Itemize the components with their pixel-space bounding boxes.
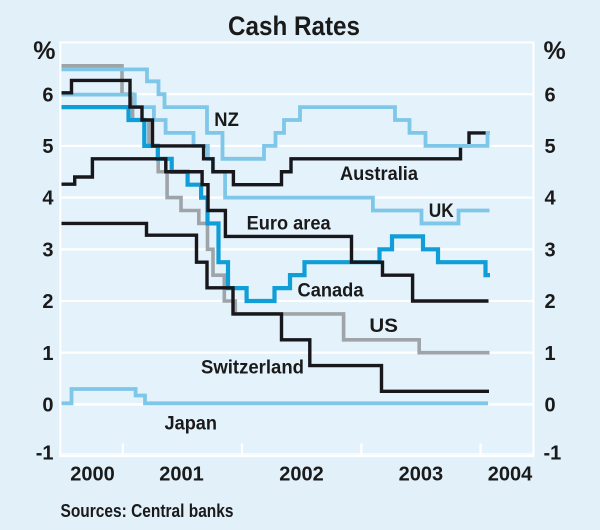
svg-text:2: 2: [545, 291, 556, 313]
svg-text:US: US: [369, 315, 398, 337]
svg-text:Switzerland: Switzerland: [201, 357, 304, 379]
svg-text:NZ: NZ: [214, 109, 239, 131]
svg-text:UK: UK: [429, 200, 454, 222]
svg-text:5: 5: [42, 136, 53, 158]
svg-text:0: 0: [42, 394, 53, 416]
svg-text:5: 5: [545, 136, 556, 158]
svg-text:3: 3: [42, 239, 53, 261]
svg-text:0: 0: [545, 394, 556, 416]
svg-text:-1: -1: [544, 443, 562, 465]
svg-text:1: 1: [545, 343, 556, 365]
svg-text:Sources: Central banks: Sources: Central banks: [61, 500, 234, 521]
svg-text:4: 4: [42, 188, 54, 210]
svg-text:2: 2: [42, 291, 53, 313]
svg-text:2004: 2004: [488, 464, 533, 486]
svg-text:2003: 2003: [399, 464, 444, 486]
svg-text:Cash Rates: Cash Rates: [228, 11, 360, 41]
svg-text:-1: -1: [36, 443, 54, 465]
svg-text:%: %: [33, 37, 55, 65]
svg-text:Canada: Canada: [298, 279, 364, 301]
svg-text:3: 3: [545, 239, 556, 261]
svg-text:2002: 2002: [279, 464, 324, 486]
svg-text:2001: 2001: [159, 464, 204, 486]
svg-text:1: 1: [42, 343, 53, 365]
svg-text:4: 4: [545, 188, 557, 210]
svg-text:2000: 2000: [70, 464, 115, 486]
svg-text:6: 6: [545, 84, 556, 106]
svg-text:Euro area: Euro area: [247, 212, 331, 234]
svg-text:%: %: [544, 37, 566, 65]
svg-text:Australia: Australia: [340, 163, 418, 185]
svg-text:Japan: Japan: [165, 413, 218, 435]
svg-text:6: 6: [42, 84, 53, 106]
